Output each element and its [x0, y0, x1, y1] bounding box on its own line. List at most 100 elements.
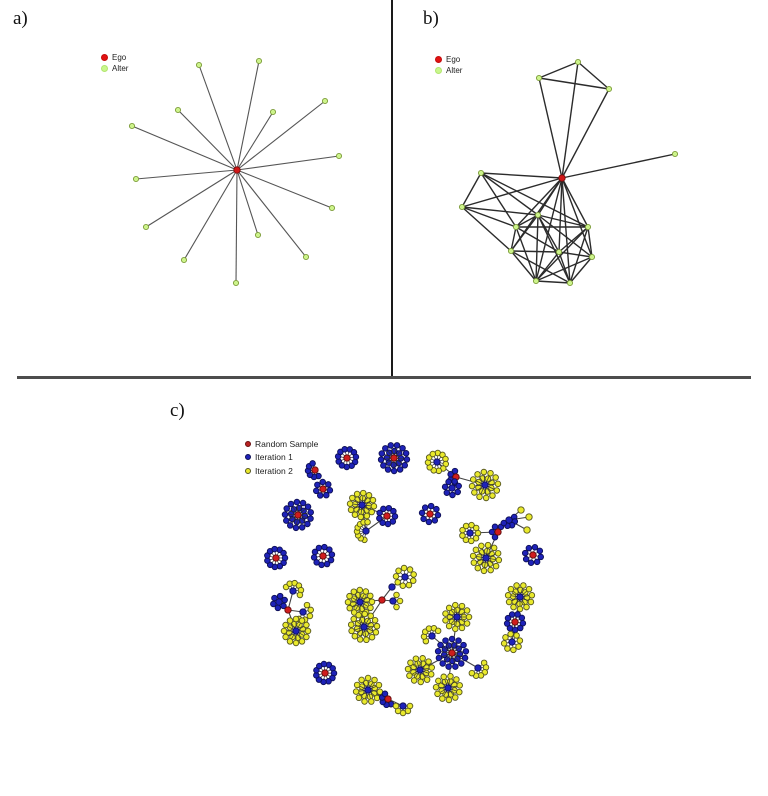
legend-item: Alter: [101, 63, 128, 74]
random-sample-node: [511, 618, 519, 626]
iteration2-node: [394, 579, 401, 586]
alter-node: [566, 279, 574, 287]
iteration1-node: [474, 664, 482, 672]
iteration1-node: [327, 556, 335, 564]
iteration2-node: [493, 487, 501, 494]
iteration1-node: [286, 522, 294, 529]
iteration1-node: [527, 559, 535, 567]
iteration1-node: [388, 583, 396, 591]
iteration2-node: [470, 559, 478, 566]
alter-node: [132, 175, 140, 183]
iteration2-node: [478, 542, 485, 550]
legend-label: Ego: [112, 53, 127, 62]
iteration2-node: [363, 512, 371, 520]
iteration2-node: [468, 669, 476, 677]
iteration2-node: [364, 518, 371, 526]
iteration1-node: [421, 504, 429, 511]
legend-item: Ego: [435, 54, 462, 65]
ego-alter-edge: [558, 177, 563, 253]
iteration1-node: [521, 549, 529, 557]
iteration1-node: [455, 637, 462, 644]
iteration2-node: [363, 636, 370, 644]
random-sample-node: [319, 485, 327, 493]
iteration2-node: [423, 676, 431, 683]
alter-alter-edge: [510, 226, 517, 252]
iteration2-node: [474, 471, 481, 478]
iteration1-node: [390, 467, 398, 475]
panel-b-label: b): [423, 8, 439, 29]
iteration2-node: [505, 598, 513, 606]
random-sample-node: [294, 511, 302, 519]
iteration2-node: [392, 702, 400, 710]
iteration2-node: [520, 582, 527, 589]
iteration1-node: [491, 533, 499, 541]
iteration2-node: [298, 617, 306, 624]
alter-node: [584, 223, 592, 231]
iteration1-node: [420, 515, 427, 523]
iteration1-node: [431, 517, 439, 524]
iteration1-node: [390, 507, 397, 515]
iteration1-node: [382, 445, 389, 452]
iteration2-node: [425, 658, 432, 665]
iteration1-node: [311, 548, 319, 556]
legend-label: Alter: [112, 64, 129, 73]
alter-alter-edge: [510, 250, 537, 282]
iteration1-node: [443, 489, 451, 496]
iteration2-node: [417, 678, 425, 686]
iteration2-node: [407, 659, 414, 666]
iteration2-node: [442, 617, 449, 624]
iteration1-node: [280, 602, 287, 610]
iteration1-node: [433, 505, 440, 513]
iteration1-node: [437, 641, 444, 649]
random-sample-node: [319, 552, 327, 560]
iteration2-node: [432, 683, 440, 691]
iteration2-node: [487, 469, 494, 477]
iteration2-node: [412, 655, 420, 662]
iteration2-node: [371, 676, 378, 684]
iteration2-node: [494, 480, 502, 488]
iteration1-node: [312, 487, 320, 495]
iteration2-node: [525, 513, 533, 521]
alter-alter-edge: [535, 256, 593, 282]
panel-b-network: [458, 58, 679, 287]
iteration2-node: [375, 681, 383, 689]
alter-alter-edge: [558, 251, 593, 258]
iteration1-node: [445, 478, 452, 486]
iteration2-node: [453, 676, 460, 683]
random-sample-node: [494, 528, 502, 536]
iteration1-node: [281, 511, 289, 518]
iteration2-node: [348, 627, 355, 635]
iteration2-node: [517, 506, 525, 514]
iteration2-node: [372, 629, 380, 636]
alter-alter-edge: [480, 172, 517, 228]
iteration1-node: [503, 620, 511, 627]
iteration1-node: [385, 504, 393, 512]
iteration2-node: [282, 633, 289, 641]
iteration2-node: [373, 622, 381, 630]
iteration2-node: [362, 588, 370, 595]
iteration2-node: [361, 610, 369, 618]
iteration1-node: [401, 462, 409, 469]
iteration2-node: [356, 586, 364, 594]
iteration2-node: [510, 646, 517, 654]
iteration2-node: [469, 476, 477, 483]
iteration2-node: [523, 526, 531, 534]
alter-node: [535, 74, 543, 82]
iteration2-node: [358, 676, 365, 684]
iteration1-node: [451, 478, 458, 485]
iteration1-node: [516, 593, 524, 601]
iteration1-node: [536, 547, 544, 555]
iteration1-node: [313, 559, 320, 566]
iteration2-node: [469, 552, 477, 560]
iteration1-node: [514, 611, 521, 618]
iteration2-node: [419, 655, 426, 662]
panel-divider-vertical: [391, 0, 393, 378]
alter-node: [588, 253, 596, 261]
ego-alter-edge: [235, 169, 238, 284]
iteration1-node: [309, 460, 316, 467]
panel-c-label: c): [170, 400, 185, 421]
alter-alter-edge: [538, 61, 579, 79]
random-sample-node: [272, 554, 280, 562]
iteration2-node: [447, 673, 454, 680]
